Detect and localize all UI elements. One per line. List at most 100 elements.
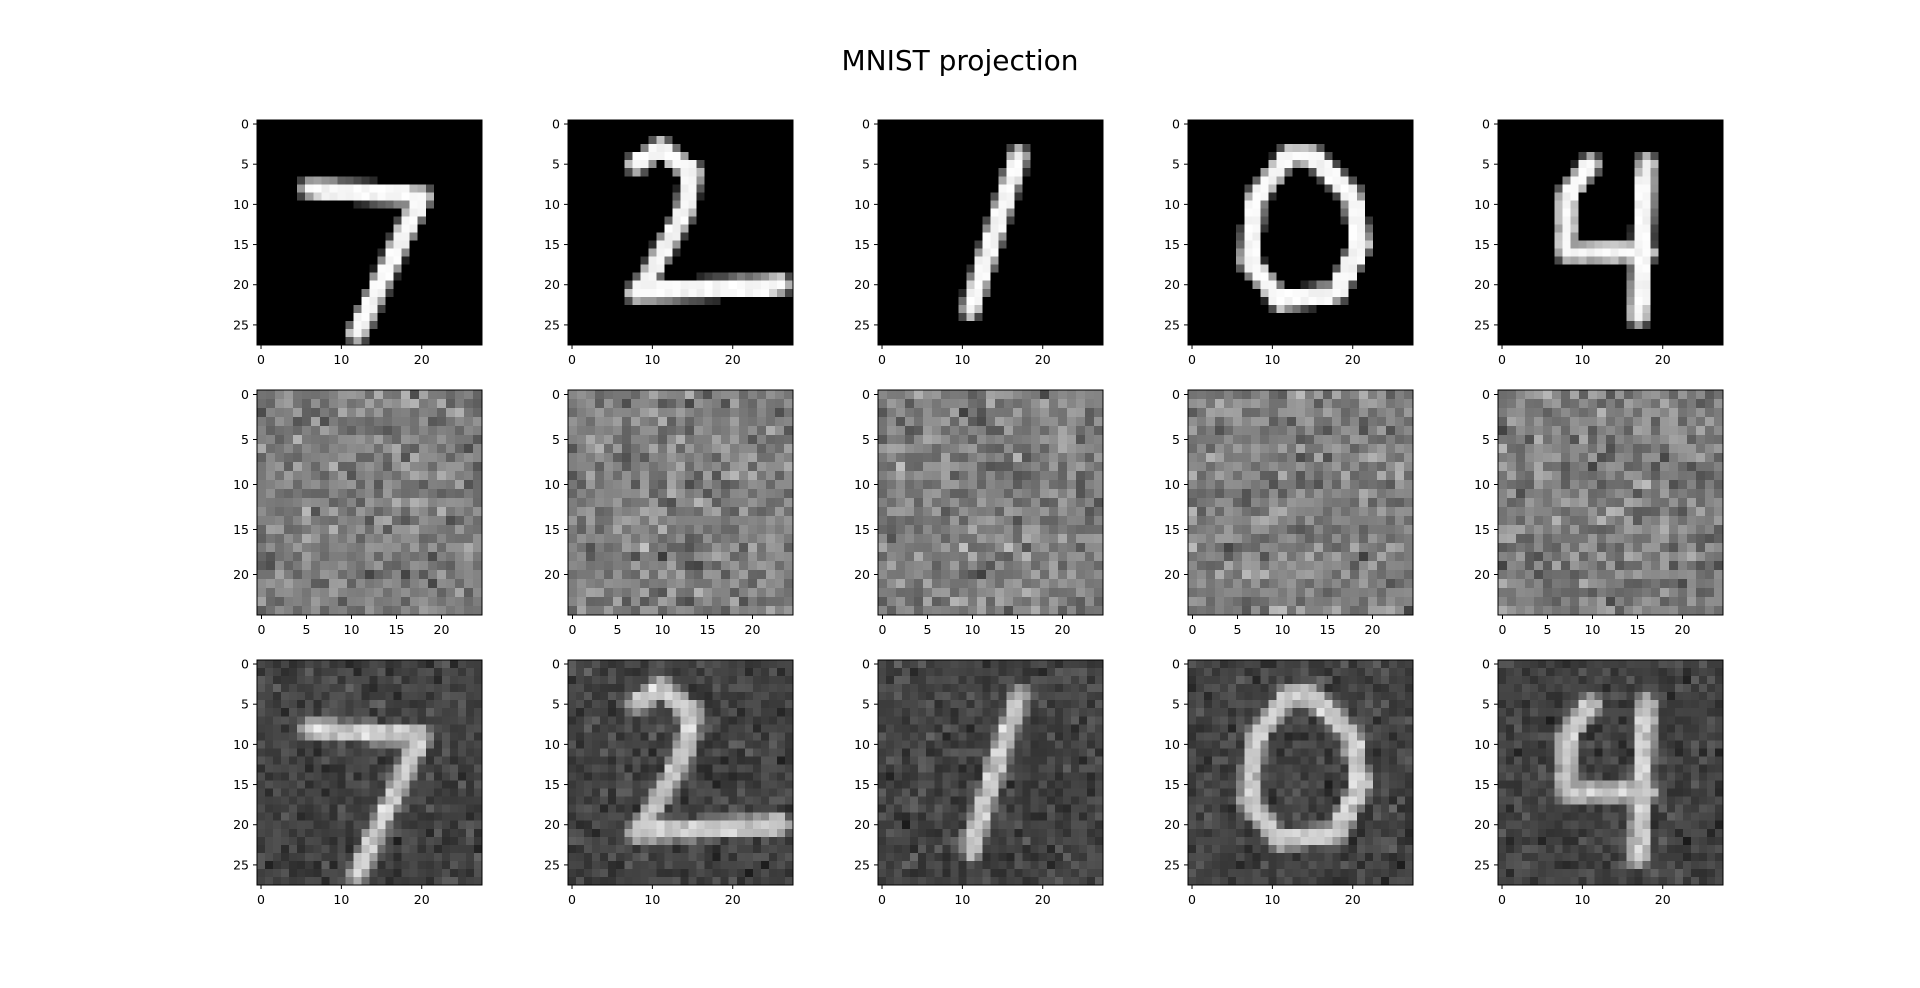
pixel-cell: [320, 516, 330, 526]
pixel-cell: [275, 453, 285, 463]
pixel-cell: [401, 462, 411, 472]
pixel-cell: [433, 256, 443, 266]
pixel-cell: [600, 152, 609, 161]
pixel-cell: [1602, 288, 1611, 298]
pixel-cell: [441, 128, 451, 137]
pixel-cell: [433, 128, 443, 137]
pixel-cell: [592, 272, 601, 282]
pixel-cell: [1388, 256, 1398, 266]
pixel-cell: [1530, 312, 1539, 322]
pixel-cell: [592, 264, 601, 274]
pixel-cell: [720, 120, 730, 129]
pixel-cell: [1276, 144, 1285, 153]
pixel-cell: [1602, 152, 1611, 161]
pixel-cell: [1570, 264, 1579, 274]
pixel-cell: [592, 184, 601, 193]
pixel-cell: [1586, 136, 1595, 145]
pixel-cell: [1014, 160, 1024, 169]
pixel-cell: [648, 224, 657, 233]
pixel-cell: [1578, 120, 1587, 129]
pixel-cell: [433, 192, 443, 201]
pixel-cell: [910, 168, 919, 177]
pixel-cell: [1570, 272, 1579, 282]
pixel-cell: [752, 216, 762, 225]
pixel-cell: [1698, 280, 1708, 290]
pixel-cell: [275, 480, 285, 490]
pixel-cell: [257, 426, 267, 436]
pixel-cell: [998, 136, 1007, 145]
pixel-cell: [942, 152, 951, 161]
pixel-cell: [1006, 208, 1016, 217]
pixel-cell: [441, 328, 451, 338]
pixel-cell: [622, 390, 632, 400]
pixel-cell: [320, 561, 330, 571]
pixel-cell: [417, 224, 427, 233]
pixel-cell: [739, 471, 749, 481]
pixel-cell: [1094, 288, 1104, 298]
pixel-cell: [586, 453, 596, 463]
pixel-cell: [419, 453, 429, 463]
pixel-cell: [337, 224, 346, 233]
pixel-cell: [257, 453, 267, 463]
pixel-cell: [1578, 312, 1587, 322]
pixel-cell: [784, 296, 794, 306]
pixel-cell: [401, 561, 411, 571]
pixel-cell: [1086, 136, 1096, 145]
pixel-cell: [457, 120, 467, 129]
pixel-cell: [600, 184, 609, 193]
pixel-cell: [1332, 152, 1342, 161]
pixel-cell: [265, 256, 274, 266]
pixel-cell: [1690, 136, 1700, 145]
pixel-cell: [1666, 264, 1676, 274]
pixel-cell: [672, 328, 681, 338]
pixel-cell: [656, 200, 665, 209]
pixel-cell: [1276, 232, 1285, 241]
pixel-cell: [302, 417, 312, 427]
pixel-cell: [1666, 280, 1676, 290]
pixel-cell: [1578, 320, 1587, 330]
pixel-cell: [1078, 328, 1088, 338]
y-tick-label: 10: [544, 197, 560, 212]
pixel-cell: [1674, 176, 1684, 185]
pixel-cell: [1538, 216, 1547, 225]
pixel-cell: [437, 606, 447, 616]
pixel-cell: [446, 480, 456, 490]
pixel-cell: [974, 312, 983, 322]
pixel-cell: [744, 128, 754, 137]
pixel-cell: [1666, 288, 1676, 298]
pixel-cell: [265, 200, 274, 209]
pixel-cell: [600, 200, 609, 209]
pixel-cell: [383, 444, 393, 454]
pixel-cell: [1626, 160, 1636, 169]
pixel-cell: [347, 417, 357, 427]
pixel-cell: [703, 390, 713, 400]
pixel-cell: [311, 507, 321, 517]
pixel-cell: [401, 184, 411, 193]
pixel-cell: [608, 264, 617, 274]
pixel-cell: [1618, 224, 1627, 233]
pixel-cell: [622, 453, 632, 463]
pixel-cell: [1498, 184, 1507, 193]
pixel-cell: [632, 160, 641, 169]
pixel-cell: [401, 498, 411, 508]
pixel-cell: [266, 561, 276, 571]
pixel-cell: [441, 232, 451, 241]
pixel-cell: [1546, 160, 1555, 169]
pixel-cell: [648, 280, 657, 290]
pixel-cell: [1658, 272, 1668, 282]
pixel-cell: [465, 336, 475, 346]
pixel-cell: [1086, 160, 1096, 169]
pixel-cell: [419, 570, 429, 580]
pixel-cell: [712, 280, 722, 290]
pixel-cell: [1070, 272, 1080, 282]
pixel-cell: [974, 272, 983, 282]
pixel-cell: [1228, 256, 1237, 266]
pixel-cell: [1522, 288, 1531, 298]
pixel-cell: [425, 248, 435, 258]
pixel-cell: [1062, 248, 1072, 258]
pixel-cell: [1094, 240, 1104, 249]
pixel-cell: [776, 232, 786, 241]
pixel-cell: [1642, 200, 1652, 209]
pixel-cell: [910, 136, 919, 145]
